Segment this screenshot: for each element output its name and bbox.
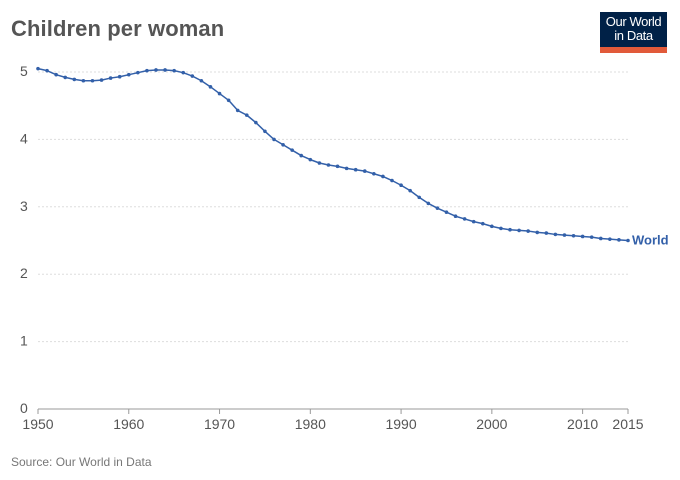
data-point-2015 bbox=[626, 238, 630, 243]
data-point-1955 bbox=[81, 78, 86, 83]
owid-logo[interactable]: Our World in Data bbox=[600, 12, 667, 53]
data-point-1961 bbox=[136, 70, 140, 75]
data-point-1965 bbox=[172, 68, 176, 73]
data-point-1956 bbox=[90, 78, 95, 83]
data-point-2001 bbox=[499, 226, 503, 231]
data-point-1963 bbox=[154, 68, 158, 72]
series-line-world bbox=[37, 67, 629, 242]
data-point-2007 bbox=[553, 232, 558, 237]
data-point-1993 bbox=[426, 201, 431, 206]
y-tick-label-0: 0 bbox=[20, 400, 28, 416]
y-axis-ticks: 0 1 2 3 4 5 bbox=[20, 63, 28, 416]
y-tick-label-2: 2 bbox=[20, 265, 28, 281]
data-point-1999 bbox=[480, 221, 485, 226]
x-tick-label-1950: 1950 bbox=[22, 416, 53, 432]
data-point-1952 bbox=[54, 72, 58, 77]
data-point-2013 bbox=[608, 237, 612, 241]
data-point-1968 bbox=[199, 78, 204, 83]
data-point-2000 bbox=[490, 224, 494, 229]
x-tick-label-1960: 1960 bbox=[113, 416, 144, 432]
data-point-2005 bbox=[535, 230, 540, 235]
y-tick-label-4: 4 bbox=[20, 130, 28, 146]
data-point-1978 bbox=[290, 148, 294, 152]
gridlines bbox=[38, 71, 628, 410]
data-point-1951 bbox=[45, 68, 49, 73]
data-point-2008 bbox=[562, 233, 567, 237]
logo-accent-bar bbox=[600, 47, 667, 53]
data-point-1982 bbox=[326, 163, 331, 167]
data-point-1966 bbox=[181, 70, 186, 75]
data-point-1971 bbox=[226, 98, 231, 103]
logo-text-line1: Our World bbox=[605, 14, 662, 29]
source-link[interactable]: Our World in Data bbox=[55, 455, 152, 469]
data-point-1959 bbox=[117, 74, 122, 79]
x-axis-ticks: 1950 1960 1970 1980 1990 2000 2010 2015 bbox=[22, 409, 644, 432]
data-point-1964 bbox=[163, 68, 167, 72]
data-point-1987 bbox=[372, 171, 376, 176]
y-tick-label-5: 5 bbox=[20, 63, 28, 79]
data-point-1979 bbox=[299, 153, 304, 158]
data-point-1972 bbox=[235, 108, 240, 113]
data-point-1984 bbox=[344, 166, 349, 171]
x-tick-label-1990: 1990 bbox=[385, 416, 416, 432]
series-layer: World bbox=[36, 66, 669, 248]
data-point-2014 bbox=[617, 238, 621, 242]
data-point-1950 bbox=[36, 66, 40, 71]
data-point-1994 bbox=[435, 206, 440, 210]
data-point-1989 bbox=[390, 178, 394, 183]
data-point-1995 bbox=[444, 210, 449, 214]
data-point-1957 bbox=[99, 78, 104, 82]
data-point-1998 bbox=[471, 219, 476, 224]
data-point-1960 bbox=[126, 72, 131, 77]
y-tick-label-1: 1 bbox=[20, 333, 28, 349]
data-point-1997 bbox=[462, 217, 467, 221]
x-tick-label-2010: 2010 bbox=[567, 416, 598, 432]
data-point-1969 bbox=[208, 85, 213, 89]
source-note: Source: Our World in Data bbox=[11, 455, 152, 469]
data-point-1954 bbox=[72, 77, 77, 82]
data-point-2006 bbox=[544, 231, 549, 235]
data-point-2011 bbox=[589, 235, 594, 239]
data-point-2010 bbox=[580, 234, 585, 239]
data-point-1953 bbox=[63, 75, 68, 80]
data-point-1974 bbox=[254, 120, 258, 125]
data-point-1991 bbox=[408, 188, 412, 193]
data-point-2003 bbox=[517, 228, 521, 233]
data-point-1958 bbox=[108, 76, 113, 80]
chart-title: Children per woman bbox=[11, 16, 225, 41]
data-point-1976 bbox=[272, 137, 276, 142]
x-tick-label-2000: 2000 bbox=[476, 416, 507, 432]
data-point-2004 bbox=[526, 229, 530, 233]
data-point-1973 bbox=[244, 113, 249, 117]
series-label-world: World bbox=[632, 233, 669, 248]
data-point-1977 bbox=[281, 142, 285, 147]
data-point-1980 bbox=[308, 157, 313, 162]
data-point-2009 bbox=[571, 233, 576, 238]
x-tick-label-1980: 1980 bbox=[295, 416, 326, 432]
data-point-1996 bbox=[453, 214, 458, 219]
data-point-1967 bbox=[190, 74, 195, 78]
data-point-2002 bbox=[508, 227, 512, 232]
source-prefix: Source: bbox=[11, 455, 56, 469]
data-point-1981 bbox=[317, 161, 322, 165]
data-point-1988 bbox=[381, 174, 385, 179]
data-point-1975 bbox=[263, 129, 267, 134]
data-point-1986 bbox=[362, 169, 367, 173]
data-point-1990 bbox=[399, 183, 403, 188]
x-tick-label-2015: 2015 bbox=[612, 416, 643, 432]
data-point-1970 bbox=[217, 91, 222, 96]
data-point-1985 bbox=[353, 167, 358, 172]
data-point-1962 bbox=[145, 68, 149, 73]
y-tick-label-3: 3 bbox=[20, 198, 28, 214]
data-point-2012 bbox=[598, 236, 603, 241]
data-point-1983 bbox=[335, 164, 340, 169]
x-tick-label-1970: 1970 bbox=[204, 416, 235, 432]
data-point-1992 bbox=[417, 195, 422, 200]
logo-text-line2: in Data bbox=[614, 28, 653, 43]
